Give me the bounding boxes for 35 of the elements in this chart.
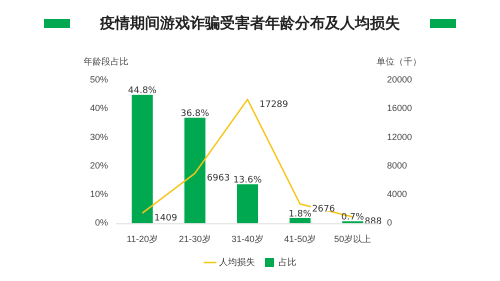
x-tick-label: 21-30岁 xyxy=(178,234,211,244)
y2-tick-label: 0 xyxy=(386,218,392,228)
data-label: 1.8% xyxy=(288,209,312,220)
data-label: 6963 xyxy=(206,174,230,184)
data-label: 1409 xyxy=(154,213,178,224)
x-tick-label: 50岁以上 xyxy=(334,234,372,244)
bar xyxy=(132,94,153,224)
bar xyxy=(236,184,258,224)
chart-title: 疫情期间游戏诈骗受害者年龄分布及人均损失 xyxy=(98,14,401,33)
y-tick-label: 20% xyxy=(90,160,108,170)
y2-tick-label: 16000 xyxy=(386,103,412,114)
y-tick-label: 10% xyxy=(90,189,108,200)
data-label: 44.8% xyxy=(128,86,158,96)
bar xyxy=(184,118,206,224)
x-tick-label: 41-50岁 xyxy=(284,234,316,244)
y-tick-label: 50% xyxy=(90,74,108,84)
legend-label: 占比 xyxy=(278,256,296,267)
bar xyxy=(290,218,311,224)
x-tick-label: 11-20岁 xyxy=(126,234,158,244)
y2-axis-title: 单位（千） xyxy=(376,56,422,68)
x-tick-label: 31-40岁 xyxy=(231,234,264,244)
data-label: 13.6% xyxy=(233,176,262,186)
data-label: 2676 xyxy=(312,204,336,214)
data-label: 0.7% xyxy=(341,212,365,223)
y-tick-label: 40% xyxy=(90,103,108,114)
y2-tick-label: 8000 xyxy=(386,160,408,170)
y2-tick-label: 4000 xyxy=(386,189,408,200)
y2-tick-label: 12000 xyxy=(386,132,412,142)
y-axis-title: 年龄段占比 xyxy=(84,56,129,68)
legend-label: 人均损失 xyxy=(219,256,255,267)
y-tick-label: 0% xyxy=(95,218,108,228)
y-tick-label: 30% xyxy=(90,132,108,142)
data-label: 17289 xyxy=(259,100,288,110)
y2-tick-label: 20000 xyxy=(386,74,412,84)
data-label: 36.8% xyxy=(180,109,210,120)
